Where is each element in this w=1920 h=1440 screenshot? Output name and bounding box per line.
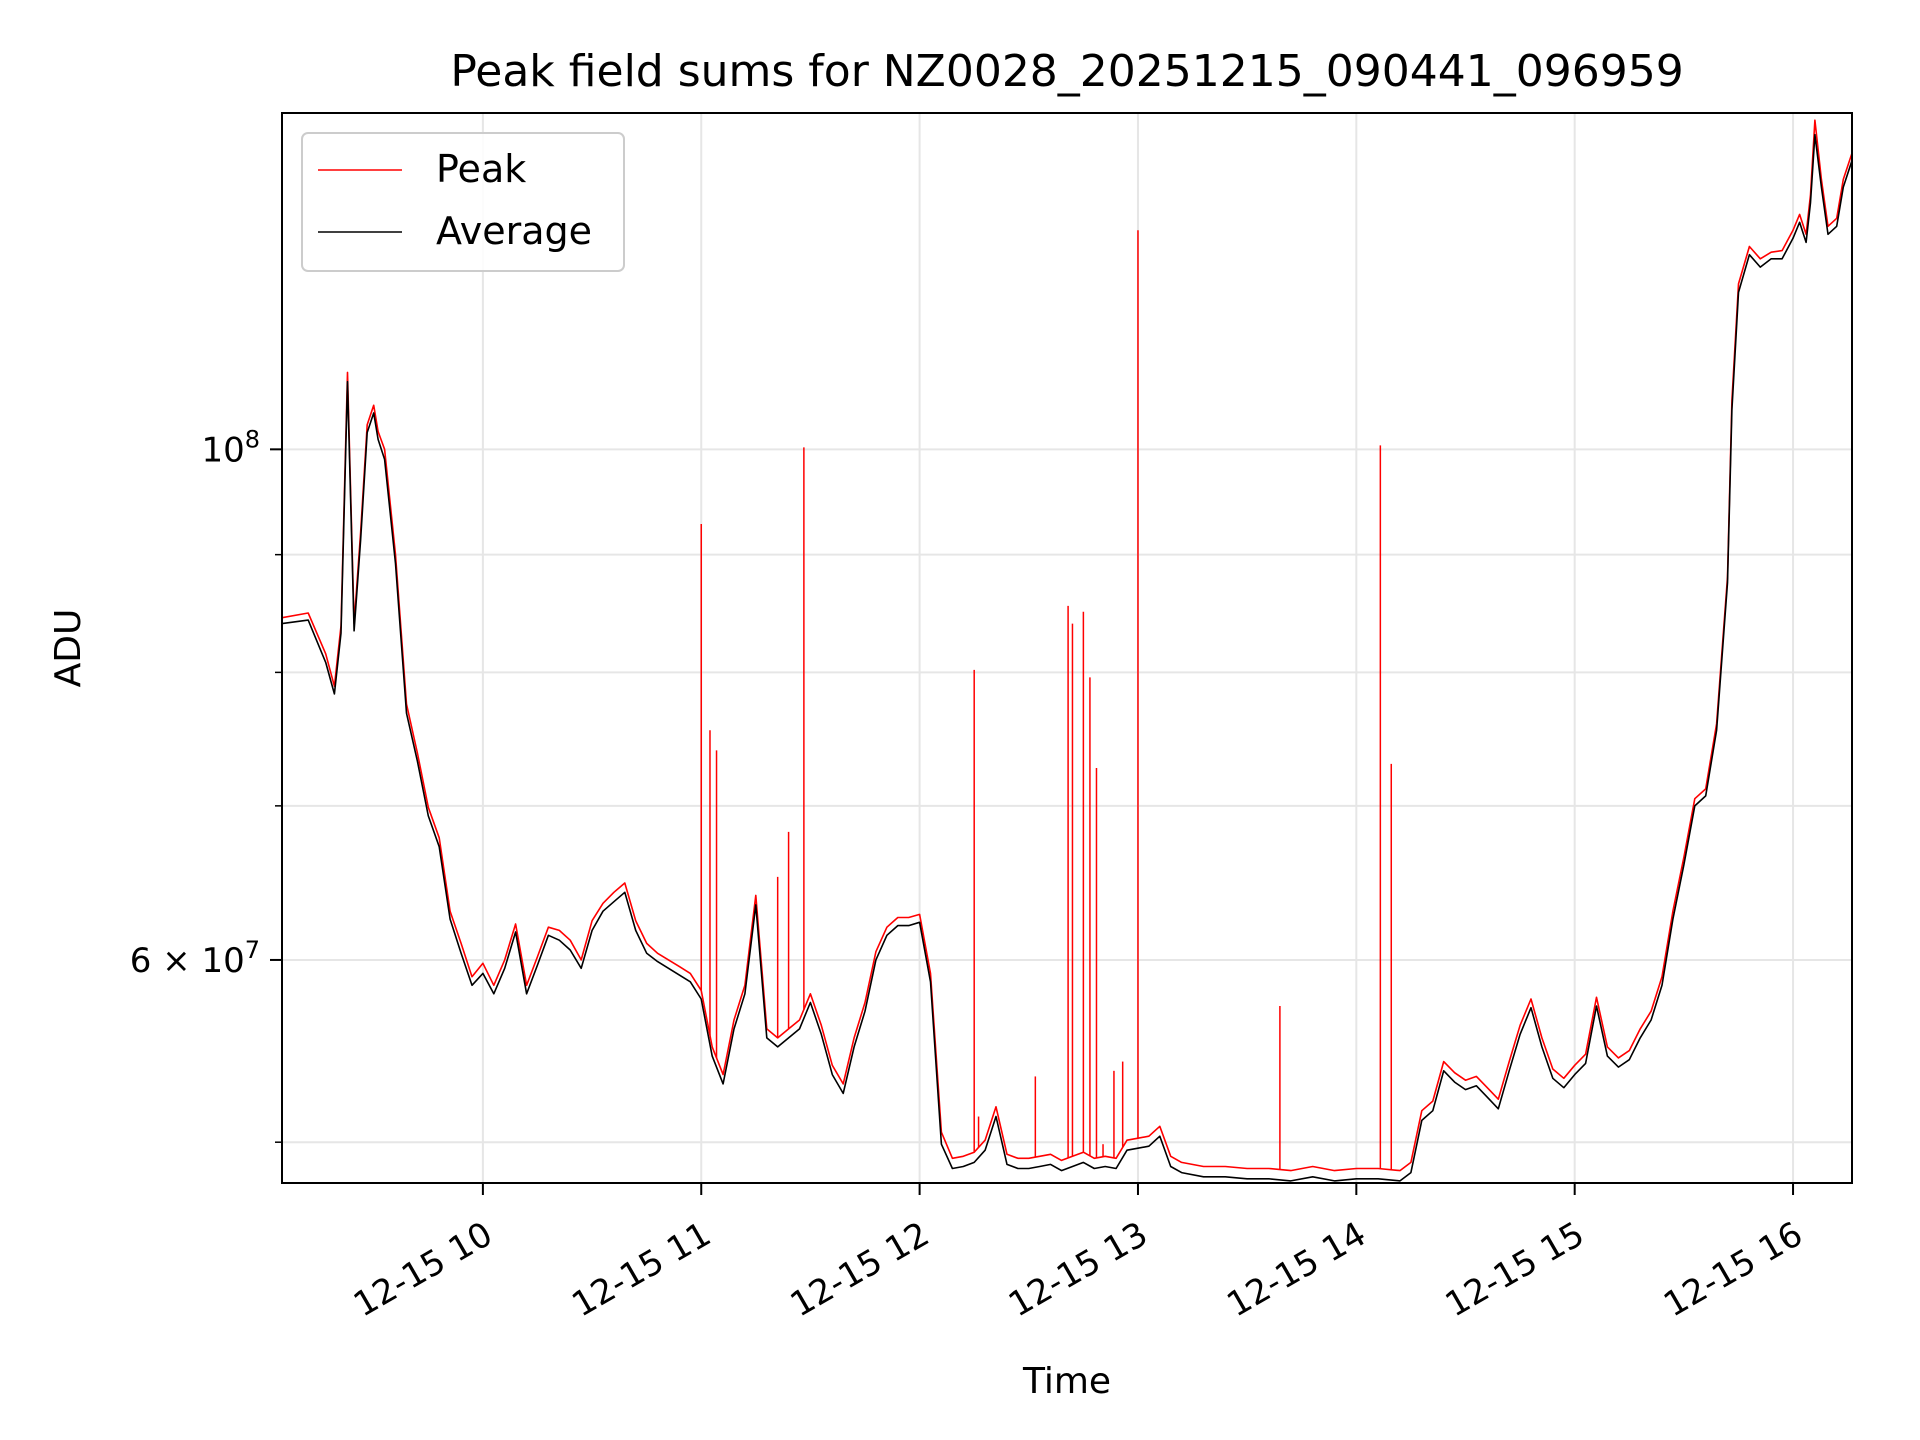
chart-title: Peak field sums for NZ0028_20251215_0904… <box>450 46 1683 97</box>
legend-label-average: Average <box>436 209 592 253</box>
legend-box <box>301 132 625 272</box>
y-axis-ticks: 108 6 × 107 <box>130 425 282 1143</box>
series-line-peak <box>282 119 1852 1172</box>
legend-label-peak: Peak <box>436 147 526 191</box>
y-tick-label: 108 <box>201 425 260 470</box>
legend: Peak Average <box>301 132 625 272</box>
y-axis-label: ADU <box>48 609 89 688</box>
plot-frame <box>281 112 1853 1184</box>
series-line-average <box>282 133 1852 1182</box>
x-axis-label: Time <box>1022 1361 1111 1402</box>
y-tick-label: 6 × 107 <box>130 936 260 981</box>
grid <box>282 113 1852 1183</box>
plot-lines <box>282 119 1852 1182</box>
